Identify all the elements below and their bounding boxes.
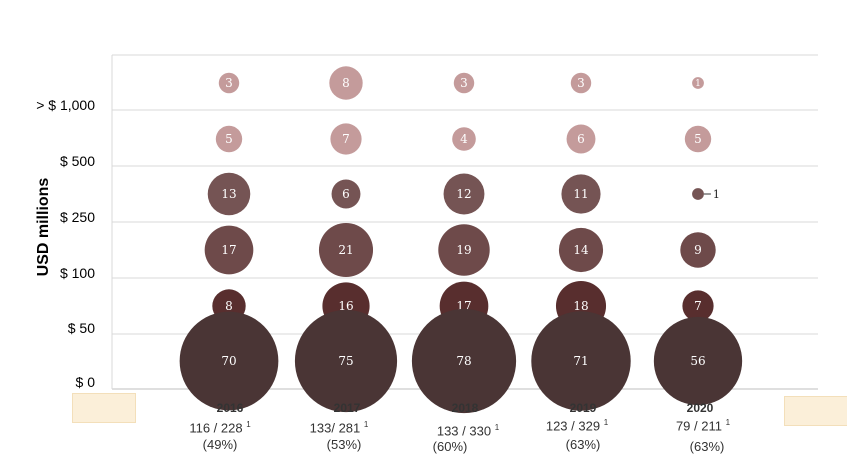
bubble-label: 3 [225,76,233,90]
bubble-label: 9 [694,243,702,257]
bubble-2019-band-3 [558,227,604,273]
percent-2018: (60%) [432,439,468,454]
y-tick-label: > $ 1,000 [36,97,95,113]
bubble-label: 78 [456,354,471,368]
bubble-2020-band-5 [653,316,743,406]
bubble-label: 8 [225,299,233,313]
bubble-2018-band-0 [453,72,475,94]
legend-swatch-right [784,396,847,426]
bubble-2020-band-3 [680,232,716,268]
year-label-2020: 2020 [686,401,714,415]
bubble-label: 11 [573,187,588,201]
bubble-2020-band-1 [684,125,712,153]
bubble-2017-band-5 [294,309,398,413]
year-label-2016: 2016 [216,401,244,415]
bubble-2019-band-2 [561,174,601,214]
bubble-label: 70 [221,354,236,368]
ratio-2017: 133/ 281 1 [309,420,369,436]
bubble-2017-band-2 [331,179,361,209]
ratio-2016: 116 / 228 1 [189,420,251,436]
bubble-label: 16 [338,299,353,313]
bubble-label: 75 [338,354,353,368]
bubble-2018-band-3 [438,224,490,276]
bubble-label: 13 [221,187,236,201]
percent-2019: (63%) [565,437,601,452]
bubble-label: 19 [456,243,471,257]
legend-swatch-left [72,393,136,423]
bubble-2020-band-2 [692,188,704,200]
bubble-label: 8 [342,76,350,90]
bubble-label: 3 [460,76,468,90]
bubble-label: 4 [460,132,468,146]
bubble-2019-band-5 [531,311,631,411]
bubble-2017-band-1 [330,123,362,155]
ratio-2018: 133 / 330 1 [436,423,500,439]
bubble-2018-band-5 [411,308,517,414]
bubble-label: 17 [221,243,236,257]
bubble-label: 71 [573,354,588,368]
year-label-2019: 2019 [569,401,597,415]
ratio-2020: 79 / 211 1 [675,418,731,434]
bubble-2016-band-1 [215,125,243,153]
y-tick-label: $ 0 [75,374,95,390]
bubble-label: 1 [713,188,720,201]
bubble-2016-band-2 [207,172,251,216]
bubble-label: 14 [573,243,589,257]
year-label-2017: 2017 [333,401,361,415]
bubble-2019-band-0 [570,72,592,94]
ratio-2019: 123 / 329 1 [545,418,609,434]
bubble-2019-band-1 [566,124,596,154]
y-tick-label: $ 100 [59,265,95,281]
y-tick-label: $ 50 [67,320,95,336]
bubble-label: 12 [456,187,471,201]
bubble-2020-band-4 [682,290,714,322]
bubble-label: 56 [690,354,705,368]
bubble-label: 1 [695,79,701,89]
bubble-label: 18 [573,299,588,313]
bubble-2017-band-3 [318,222,374,278]
bubble-label: 5 [694,132,702,146]
bubble-2016-band-0 [218,72,240,94]
bubble-label: 3 [577,76,585,90]
bubble-2016-band-3 [204,225,254,275]
bubble-label: 7 [694,299,702,313]
percent-2016: (49%) [202,437,238,452]
bubble-2016-band-5 [179,311,279,411]
percent-2017: (53%) [326,437,362,452]
bubble-2017-band-0 [329,66,363,100]
y-tick-label: $ 250 [59,209,95,225]
bubble-label: 6 [577,132,585,146]
bubble-label: 21 [338,243,353,257]
year-label-2018: 2018 [451,401,479,415]
bubble-label: 6 [342,187,350,201]
bubble-2020-band-0 [692,77,704,89]
bubble-2018-band-2 [443,173,485,215]
percent-2020: (63%) [689,439,725,454]
bubble-label: 7 [342,132,350,146]
y-tick-label: $ 500 [59,153,95,169]
bubble-2018-band-1 [452,127,476,151]
bubble-label: 5 [225,132,233,146]
